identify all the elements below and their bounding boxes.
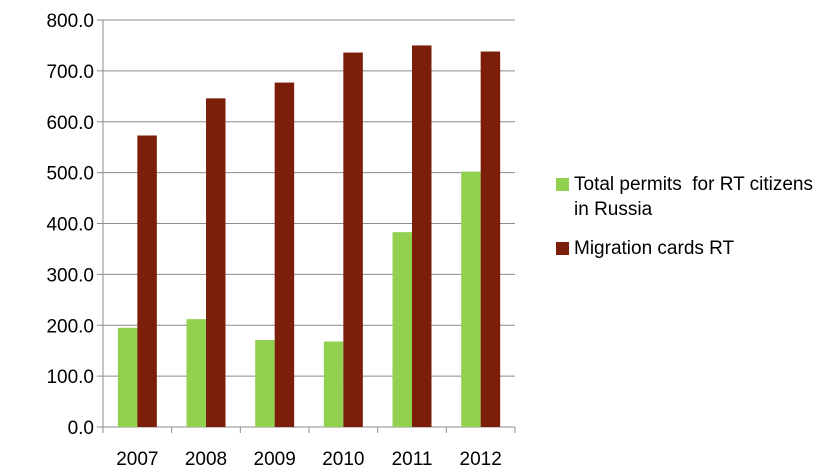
x-tick-label: 2012 <box>460 449 502 470</box>
x-tick-label: 2009 <box>254 449 296 470</box>
y-tick-label: 100.0 <box>46 367 94 388</box>
y-tick-label: 300.0 <box>46 265 94 286</box>
bar-total-permits-2011 <box>392 232 412 427</box>
y-tick-label: 600.0 <box>46 113 94 134</box>
x-tick-label: 2007 <box>116 449 158 470</box>
bar-total-permits-2012 <box>461 171 481 427</box>
y-tick-label: 500.0 <box>46 164 94 185</box>
bar-migration-cards-2010 <box>343 52 363 428</box>
bar-total-permits-2009 <box>255 340 275 427</box>
legend-label-total-permits: Total permits for RT citizens in Russia <box>574 174 819 220</box>
x-tick-label: 2008 <box>185 449 227 470</box>
x-tick-label: 2010 <box>322 449 364 470</box>
legend-item-total-permits: Total permits for RT citizens in Russia <box>556 172 818 222</box>
legend-swatch-total-permits <box>556 178 569 191</box>
y-tick-label: 800.0 <box>46 11 94 32</box>
chart-legend: Total permits for RT citizens in Russia … <box>556 172 818 275</box>
bar-migration-cards-2007 <box>137 135 157 427</box>
x-tick-label: 2011 <box>392 449 433 470</box>
bar-migration-cards-2011 <box>412 45 432 427</box>
y-tick-label: 700.0 <box>46 62 94 83</box>
y-tick-label: 0.0 <box>68 418 94 439</box>
bar-total-permits-2007 <box>117 327 138 427</box>
legend-label-migration-cards: Migration cards RT <box>574 238 735 259</box>
bar-total-permits-2010 <box>323 341 344 427</box>
y-tick-label: 200.0 <box>46 316 94 337</box>
bar-migration-cards-2012 <box>480 51 501 427</box>
bar-total-permits-2008 <box>186 319 206 427</box>
y-tick-label: 400.0 <box>46 215 94 236</box>
legend-item-migration-cards: Migration cards RT <box>556 236 818 261</box>
bar-migration-cards-2009 <box>274 82 295 428</box>
legend-swatch-migration-cards <box>556 242 569 255</box>
bar-migration-cards-2008 <box>206 98 226 427</box>
